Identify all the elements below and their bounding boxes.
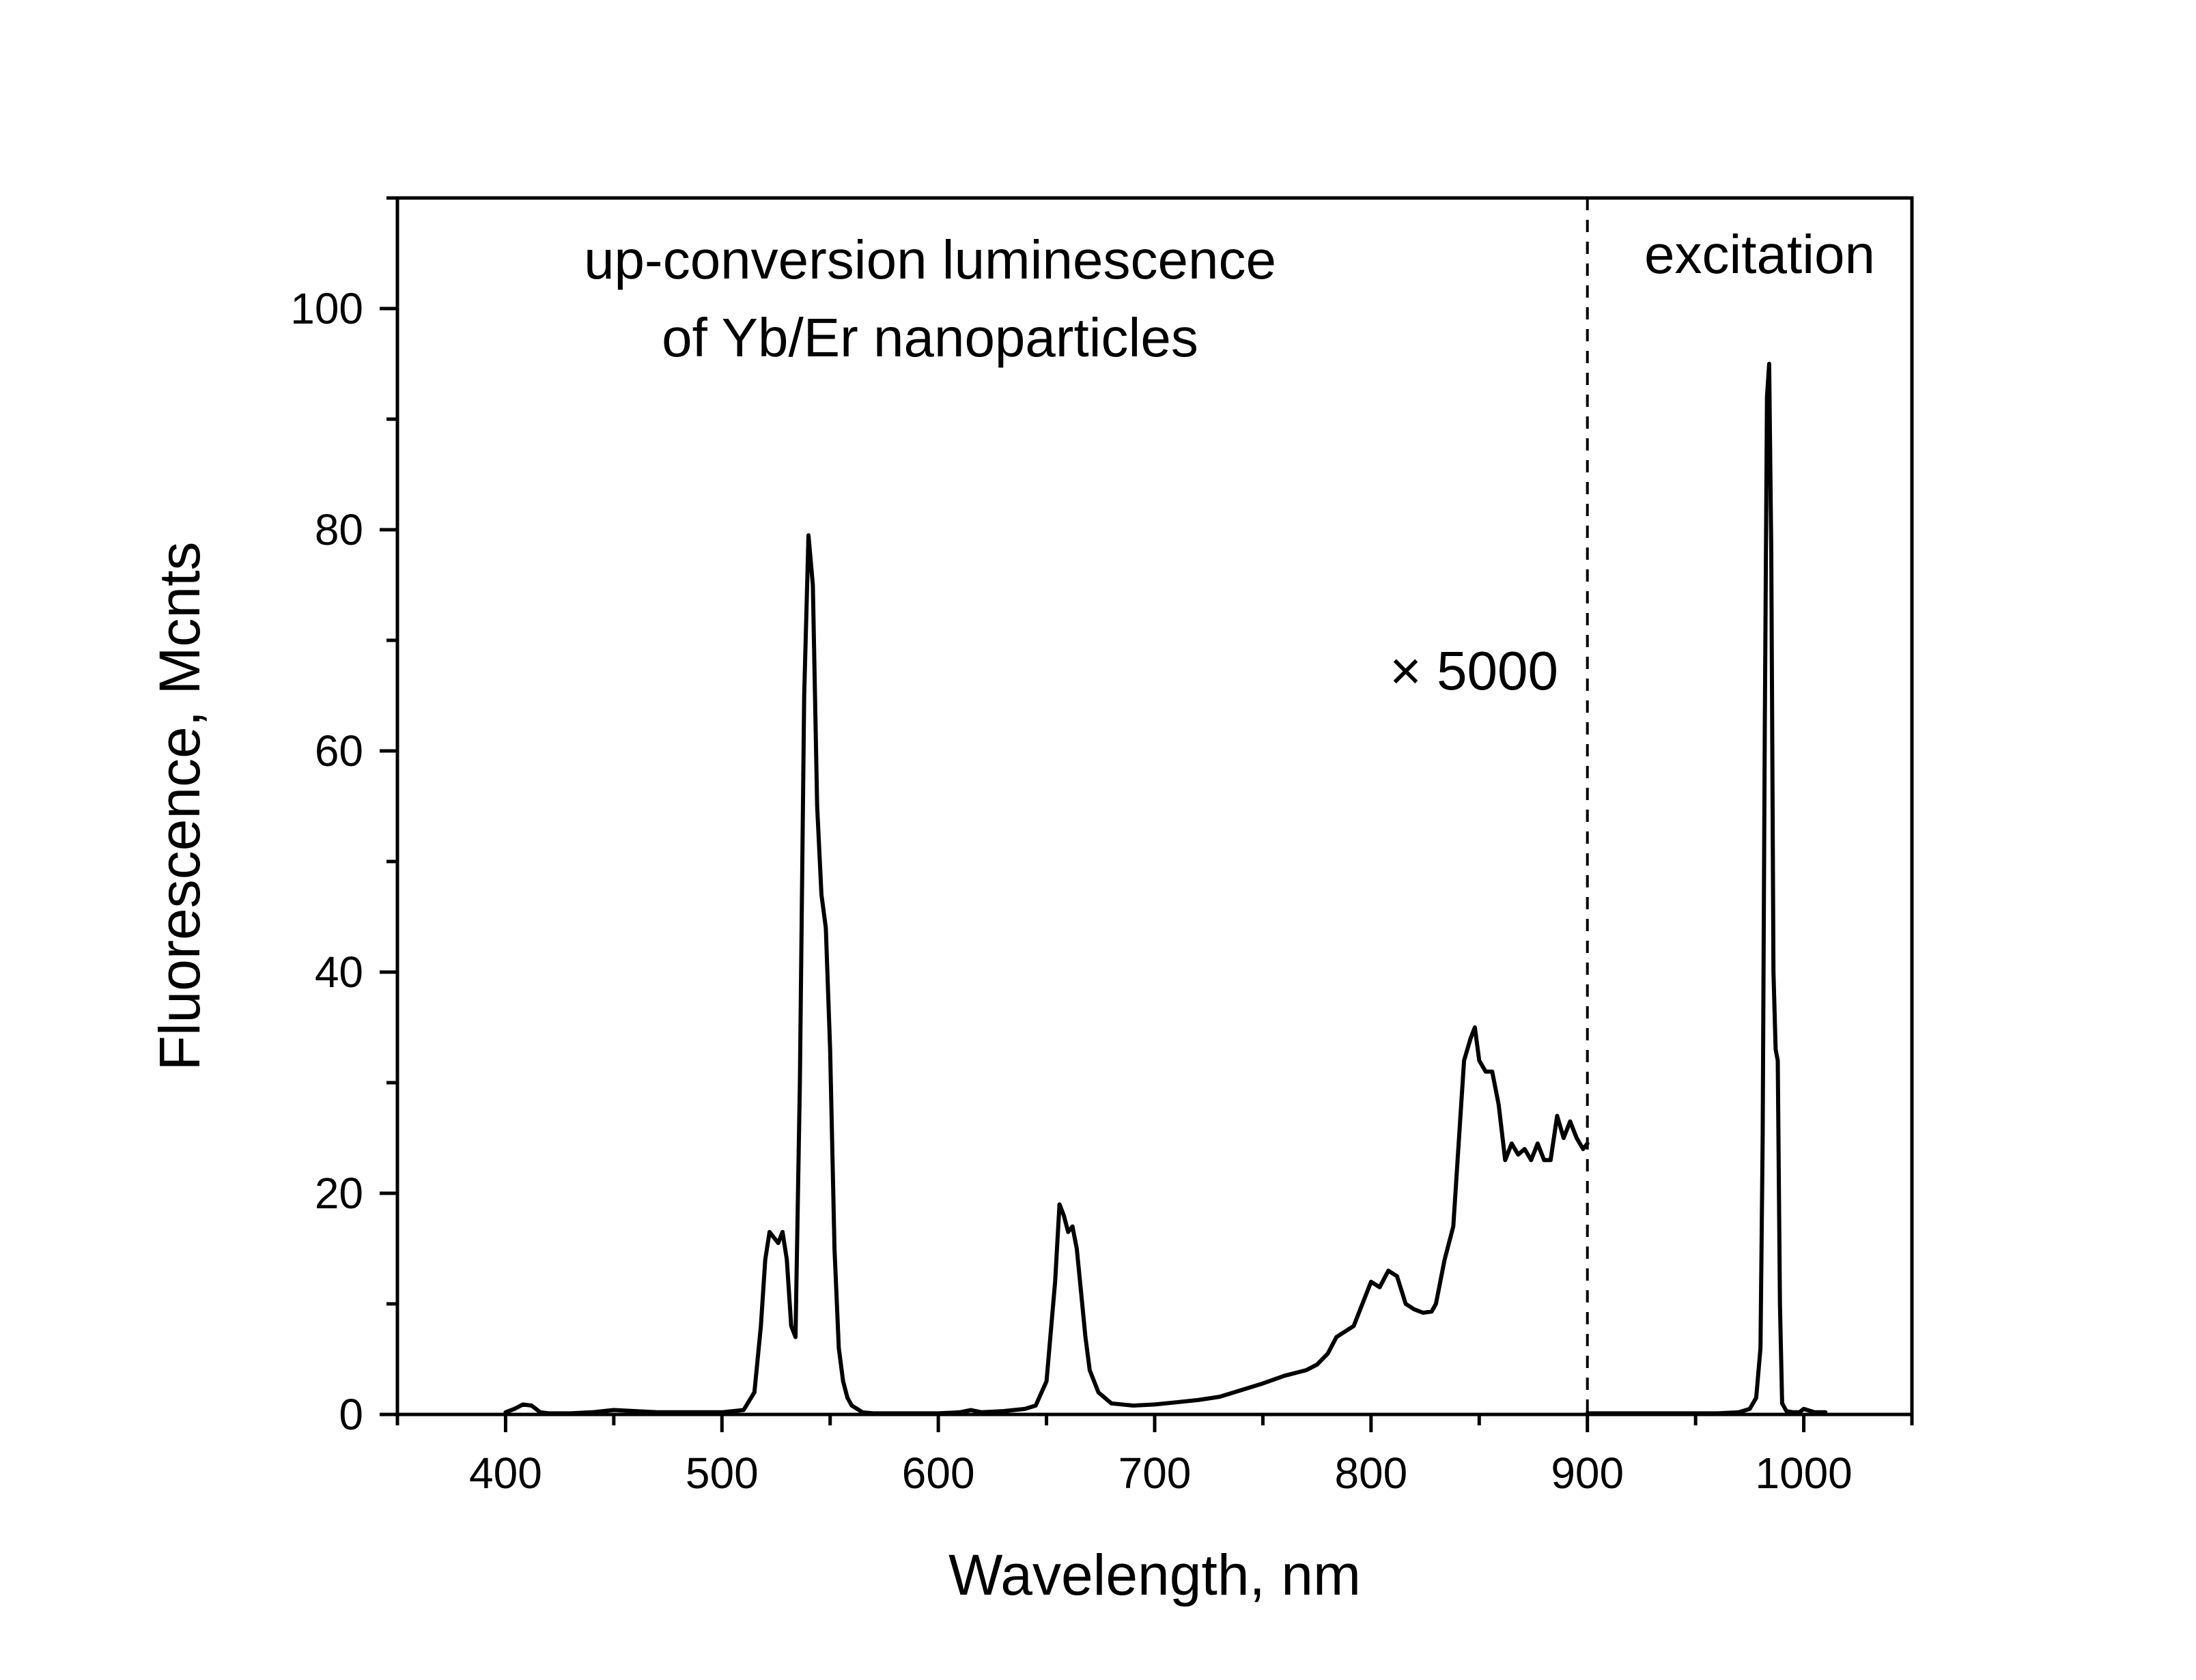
y-tick-label: 40 [315, 948, 363, 997]
y-tick-label: 80 [315, 505, 363, 554]
series-lines [503, 362, 1828, 1416]
x-tick-label: 1000 [1755, 1449, 1852, 1498]
upconversion-spectrum-line [503, 533, 1590, 1416]
x-tick-label: 700 [1118, 1449, 1192, 1498]
x-tick-label: 400 [469, 1449, 542, 1498]
y-tick-label: 100 [290, 284, 363, 333]
annotation-multiplier: × 5000 [1390, 640, 1558, 701]
y-tick-label: 0 [339, 1390, 363, 1439]
x-tick-label: 500 [686, 1449, 759, 1498]
x-tick-label: 600 [902, 1449, 975, 1498]
x-tick-label: 900 [1551, 1449, 1624, 1498]
axis-ticks: 400 500 600 700 800 900 1000 0 20 40 60 80 100 [290, 196, 1914, 1498]
x-axis-title: Wavelength, nm [948, 1543, 1361, 1607]
excitation-spectrum-line [1585, 362, 1828, 1416]
x-tick-label: 800 [1334, 1449, 1407, 1498]
y-axis-title: Fluorescence, Mcnts [147, 542, 212, 1071]
annotation-uc-line1: up-conversion luminescence [584, 229, 1276, 290]
annotation-excitation: excitation [1644, 224, 1875, 285]
y-tick-label: 60 [315, 726, 363, 775]
y-tick-label: 20 [315, 1169, 363, 1218]
annotation-uc-line2: of Yb/Er nanoparticles [662, 307, 1198, 368]
